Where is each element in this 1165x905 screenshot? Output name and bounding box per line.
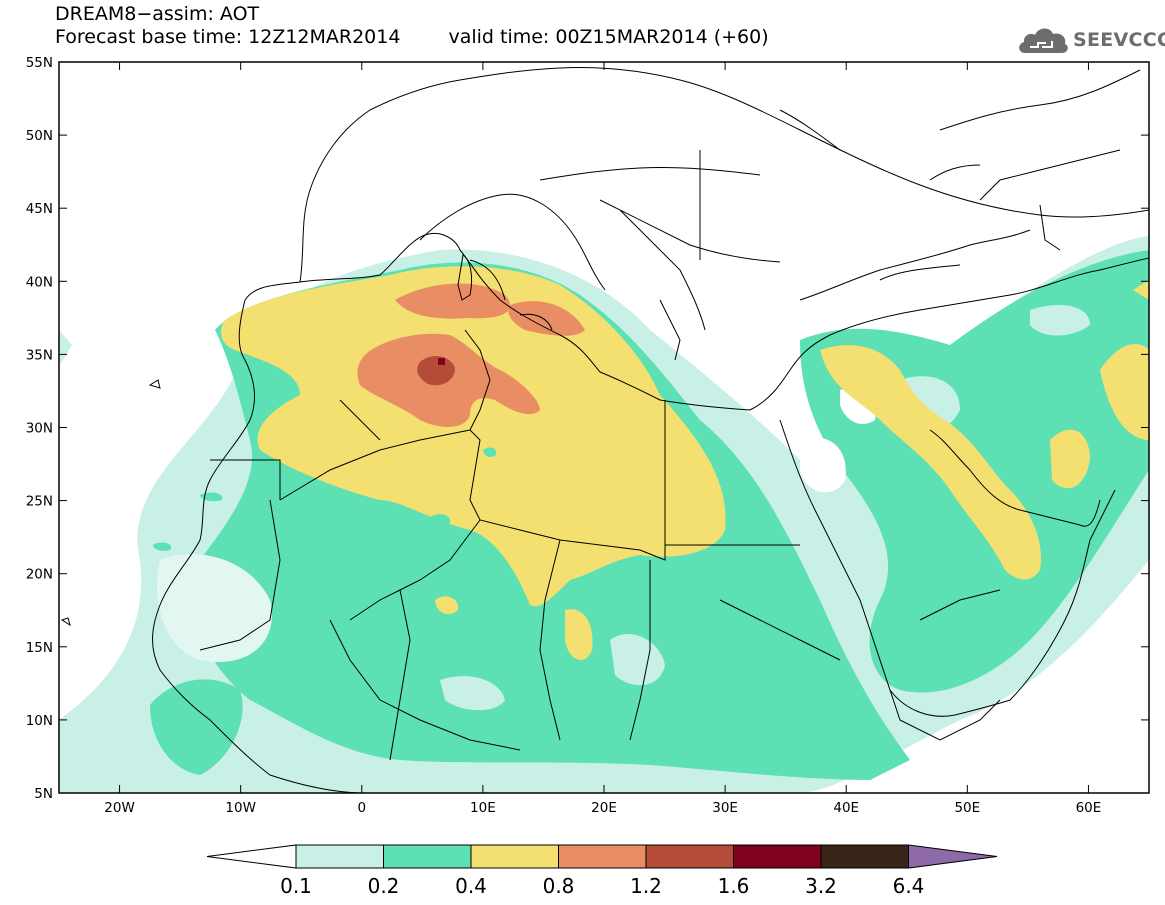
colorbar-level-label: 0.4	[455, 874, 487, 898]
logo-text: SEEVCCC	[1073, 29, 1165, 51]
lon-tick-label: 40E	[833, 800, 859, 816]
lon-tick-label: 50E	[954, 800, 980, 816]
lat-tick-label: 50N	[26, 128, 53, 144]
valid-time: valid time: 00Z15MAR2014 (+60)	[448, 26, 769, 48]
colorbar-swatch	[470, 844, 559, 869]
forecast-base-time: Forecast base time: 12Z12MAR2014	[55, 26, 401, 48]
colorbar-level-label: 1.6	[718, 874, 750, 898]
colorbar-level-label: 6.4	[893, 874, 925, 898]
colorbar-swatch	[820, 844, 909, 869]
aot-band-16-32	[438, 358, 445, 365]
lat-tick-label: 5N	[34, 786, 53, 802]
map-subtitle: Forecast base time: 12Z12MAR2014 valid ti…	[55, 26, 769, 48]
lon-tick-label: 30E	[712, 800, 738, 816]
aot-band-12-16	[417, 356, 455, 386]
lat-tick-label: 45N	[26, 201, 53, 217]
colorbar-labels: 0.1 0.2 0.4 0.8 1.2 1.6 3.2 6.4	[280, 874, 924, 898]
colorbar-swatches	[206, 844, 998, 869]
colorbar-level-label: 0.2	[368, 874, 400, 898]
map-title: DREAM8−assim: AOT	[55, 3, 260, 25]
colorbar-level-label: 1.2	[630, 874, 662, 898]
lon-tick-label: 20W	[104, 800, 135, 816]
lat-tick-label: 35N	[26, 347, 53, 363]
lat-tick-label: 20N	[26, 567, 53, 583]
cloud-icon	[1019, 28, 1068, 53]
lat-tick-label: 30N	[26, 421, 53, 437]
lat-tick-label: 25N	[26, 494, 53, 510]
lat-tick-label: 55N	[26, 55, 53, 71]
colorbar-swatch	[383, 844, 472, 869]
lon-tick-label: 60E	[1076, 800, 1102, 816]
colorbar-swatch	[645, 844, 734, 869]
longitude-axis: 20W 10W 0 10E 20E 30E 40E 50E 60E	[104, 62, 1101, 816]
colorbar-swatch	[558, 844, 647, 869]
latitude-axis: 55N 50N 45N 40N 35N 30N 25N 20N 15N 10N 5N	[26, 55, 1149, 802]
colorbar-over-triangle	[908, 844, 998, 869]
colorbar-level-label: 0.8	[543, 874, 575, 898]
lat-tick-label: 40N	[26, 274, 53, 290]
colorbar-level-label: 0.1	[280, 874, 312, 898]
aot-spots-teal	[430, 447, 497, 526]
colorbar-swatch	[733, 844, 822, 869]
colorbar-under-triangle	[206, 844, 297, 869]
lon-tick-label: 0	[357, 800, 366, 816]
lat-tick-label: 10N	[26, 713, 53, 729]
seevccc-logo: SEEVCCC	[1016, 22, 1165, 58]
coastlines-borders	[60, 67, 1149, 793]
lon-tick-label: 10W	[225, 800, 256, 816]
lat-tick-label: 15N	[26, 640, 53, 656]
lon-tick-label: 20E	[591, 800, 617, 816]
colorbar-level-label: 3.2	[805, 874, 837, 898]
aot-band-04-08	[221, 266, 1149, 661]
colorbar-swatch	[295, 844, 384, 869]
lon-tick-label: 10E	[470, 800, 496, 816]
